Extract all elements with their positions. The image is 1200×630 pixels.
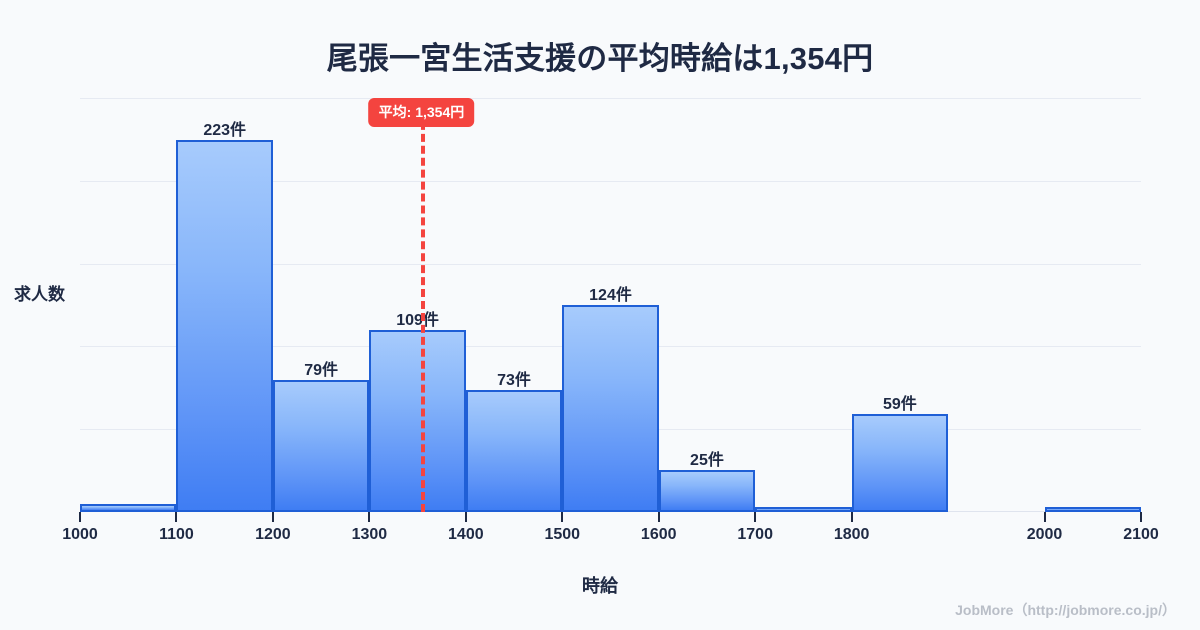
plot-area: 223件 79件 109件 73件 124件 25件 59件 平均: 1,354円 bbox=[80, 98, 1141, 512]
x-axis-tick bbox=[368, 512, 371, 522]
histogram-bar[interactable] bbox=[562, 305, 659, 512]
x-axis-tick-label: 1200 bbox=[255, 526, 291, 543]
y-axis-label: 求人数 bbox=[14, 285, 65, 304]
x-axis-tick-label: 1500 bbox=[544, 526, 581, 543]
x-axis-tick-label: 1600 bbox=[640, 526, 677, 543]
x-axis-tick-label: 1000 bbox=[62, 526, 98, 543]
bar-value-label: 223件 bbox=[203, 121, 247, 139]
bar-value-label: 124件 bbox=[589, 287, 632, 304]
histogram-bar[interactable] bbox=[176, 139, 273, 512]
gridline bbox=[80, 98, 1141, 99]
bar-value-label: 59件 bbox=[882, 395, 917, 413]
histogram-bar[interactable] bbox=[851, 413, 949, 512]
x-axis-tick-label: 1300 bbox=[351, 526, 388, 543]
x-axis-tick bbox=[175, 512, 178, 522]
x-axis-tick bbox=[79, 512, 81, 522]
bar-value-label: 79件 bbox=[304, 362, 339, 380]
histogram-bar[interactable] bbox=[272, 380, 370, 512]
histogram-bar[interactable] bbox=[1044, 507, 1141, 512]
histogram-bar[interactable] bbox=[369, 330, 466, 512]
x-axis-tick-label: 1400 bbox=[448, 526, 484, 543]
x-axis-tick bbox=[1043, 512, 1046, 522]
x-axis-tick bbox=[850, 512, 853, 522]
chart-title: 尾張一宮生活支援の平均時給は1,354円 bbox=[326, 41, 874, 76]
bar-value-label: 25件 bbox=[690, 452, 724, 470]
x-axis-tick bbox=[464, 512, 467, 522]
histogram-bar[interactable] bbox=[755, 507, 852, 512]
x-axis-tick-label: 1800 bbox=[833, 526, 870, 543]
gridline bbox=[80, 263, 1141, 265]
gridline bbox=[80, 180, 1141, 182]
bar-value-label: 73件 bbox=[497, 372, 531, 390]
x-axis: 1000 1100 1200 1300 1400 1500 1600 1700 1800 2000… bbox=[62, 512, 1159, 552]
x-axis-tick-label: 2000 bbox=[1026, 526, 1063, 543]
average-badge: 平均: 1,354円 bbox=[368, 98, 475, 127]
histogram-bar[interactable] bbox=[658, 470, 756, 512]
x-axis-tick bbox=[657, 512, 660, 522]
histogram-bar[interactable] bbox=[465, 390, 563, 512]
x-axis-tick bbox=[271, 512, 274, 522]
x-axis-tick bbox=[1140, 512, 1142, 522]
bar-value-label: 109件 bbox=[396, 312, 439, 330]
x-axis-tick-label: 2100 bbox=[1123, 526, 1159, 543]
x-axis-tick-label: 1700 bbox=[737, 526, 773, 543]
x-axis-tick bbox=[754, 512, 757, 522]
average-line bbox=[421, 98, 426, 512]
x-axis-tick bbox=[561, 512, 564, 522]
histogram-bar[interactable] bbox=[80, 503, 177, 512]
x-axis-label: 時給 bbox=[582, 576, 618, 596]
x-axis-tick-label: 1100 bbox=[159, 526, 194, 543]
watermark: JobMore（http://jobmore.co.jp/） bbox=[955, 602, 1176, 618]
